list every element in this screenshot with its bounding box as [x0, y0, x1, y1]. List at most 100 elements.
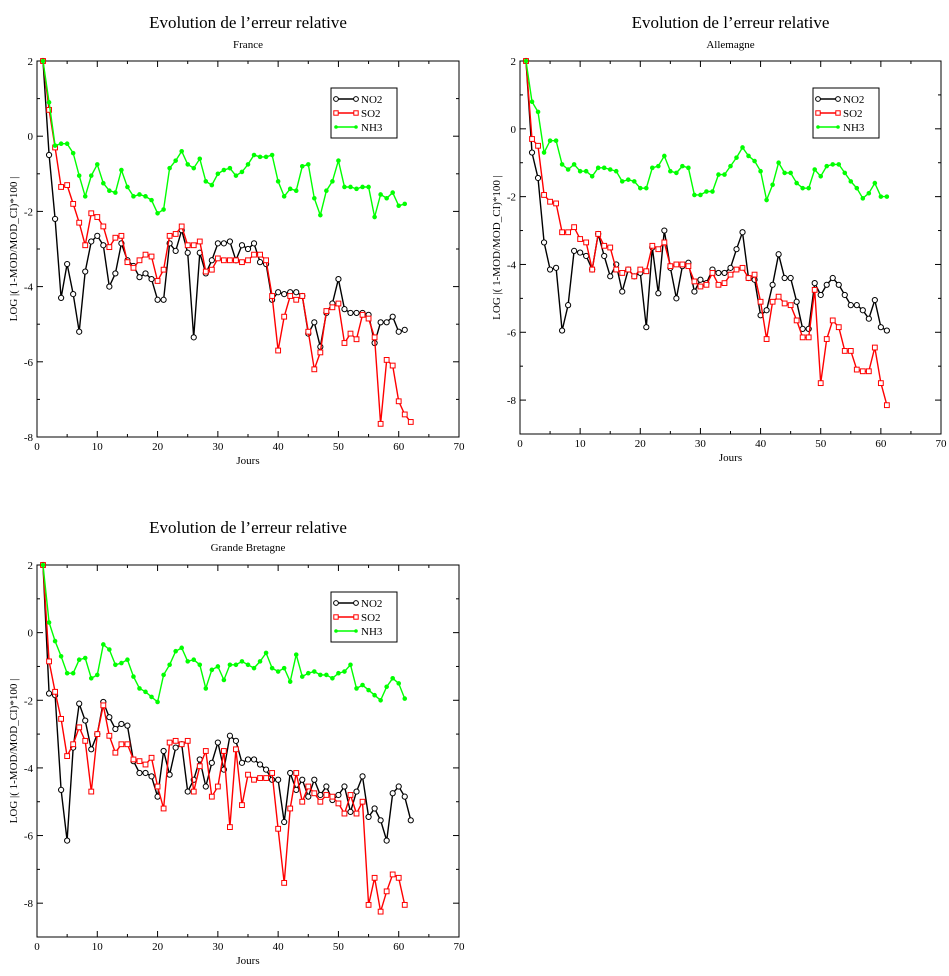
data-point	[233, 662, 239, 668]
x-tick-label: 40	[273, 941, 285, 953]
data-point	[595, 165, 601, 171]
legend-marker	[334, 629, 338, 633]
data-point	[830, 162, 836, 167]
data-point	[179, 645, 184, 651]
data-point	[46, 658, 52, 665]
data-point	[173, 648, 178, 654]
y-tick-label: -2	[24, 695, 33, 707]
data-point	[769, 298, 776, 305]
data-point	[52, 638, 58, 644]
data-point	[82, 194, 88, 199]
data-point	[631, 273, 638, 280]
data-point	[384, 195, 389, 201]
data-point	[299, 776, 306, 783]
x-tick-label: 60	[393, 941, 405, 953]
data-point	[842, 170, 848, 176]
data-point	[172, 744, 179, 751]
data-point	[312, 195, 317, 201]
data-point	[312, 669, 317, 674]
data-point	[58, 786, 65, 793]
data-point	[148, 773, 155, 780]
data-point	[571, 224, 578, 231]
data-point	[650, 165, 655, 171]
data-point	[305, 783, 312, 790]
data-point	[112, 270, 119, 277]
data-point	[215, 664, 221, 669]
data-point	[94, 672, 100, 678]
data-point	[721, 269, 728, 277]
data-point	[739, 264, 746, 271]
data-point	[136, 257, 143, 264]
data-point	[148, 754, 155, 761]
x-axis-label: Jours	[236, 955, 259, 967]
data-point	[251, 251, 257, 258]
data-point	[733, 246, 740, 253]
data-point	[76, 724, 83, 731]
data-point	[383, 319, 390, 326]
data-point	[390, 675, 395, 681]
data-point	[226, 238, 234, 245]
data-point	[155, 210, 160, 216]
data-point	[46, 106, 52, 113]
data-point	[727, 264, 734, 271]
data-point	[335, 275, 342, 283]
x-tick-label: 50	[815, 438, 827, 450]
data-point	[76, 173, 82, 178]
data-point	[359, 311, 366, 318]
data-point	[395, 783, 402, 790]
series-SO2	[40, 58, 414, 427]
data-point	[196, 763, 203, 770]
data-point	[209, 182, 215, 188]
data-point	[215, 171, 221, 177]
legend-label: NH3	[843, 122, 865, 134]
data-point	[715, 281, 722, 288]
data-point	[685, 263, 692, 270]
data-point	[817, 380, 824, 387]
data-point	[203, 686, 209, 691]
y-axis-label: LOG |( 1-MOD/MOD_CI)*100 |	[8, 177, 20, 322]
data-point	[263, 257, 269, 264]
data-point	[583, 168, 589, 174]
data-point	[167, 165, 172, 171]
data-point	[119, 660, 124, 666]
data-point	[396, 681, 402, 686]
y-tick-label: 0	[28, 628, 34, 640]
data-point	[244, 756, 252, 763]
data-point	[178, 741, 185, 748]
data-point	[553, 200, 559, 207]
data-point	[131, 674, 136, 679]
y-axis-label: LOG |( 1-MOD/MOD_CI)*100 |	[8, 679, 20, 824]
x-axis-label: Jours	[236, 455, 259, 467]
x-tick-label: 0	[34, 441, 40, 453]
data-point	[348, 184, 353, 190]
data-point	[257, 251, 263, 258]
data-point	[739, 229, 746, 236]
data-point	[745, 275, 752, 281]
data-point	[799, 334, 806, 341]
data-point	[214, 240, 221, 247]
y-tick-label: -8	[507, 395, 517, 407]
data-point	[88, 210, 95, 217]
data-point	[389, 362, 396, 369]
data-point	[202, 268, 209, 275]
data-point	[619, 179, 625, 184]
data-point	[686, 165, 691, 171]
legend-marker	[333, 110, 339, 116]
data-point	[118, 741, 125, 748]
y-tick-label: -2	[507, 192, 516, 204]
data-point	[354, 686, 359, 691]
data-point	[823, 336, 830, 342]
data-point	[360, 184, 365, 190]
data-point	[535, 142, 541, 149]
data-point	[148, 253, 155, 260]
data-point	[341, 306, 348, 313]
data-point	[853, 366, 860, 373]
data-point	[668, 168, 673, 174]
legend-item-NO2: NO2	[333, 598, 382, 610]
data-point	[106, 283, 113, 290]
chart-subtitle: Grande Bretagne	[211, 542, 286, 554]
y-tick-label: 2	[28, 56, 34, 68]
legend-item-NH3: NH3	[334, 122, 383, 134]
data-point	[238, 759, 246, 766]
x-tick-label: 40	[755, 438, 767, 450]
